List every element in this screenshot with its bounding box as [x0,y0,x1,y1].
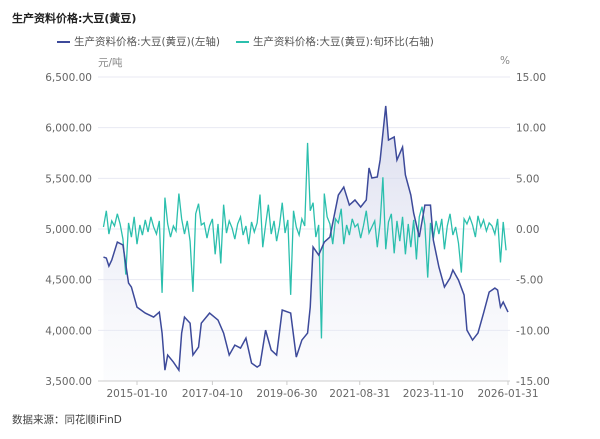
right-tick-label: 10.00 [516,123,546,135]
x-tick-label: 2019-06-30 [256,388,317,400]
legend-swatch-price [57,40,70,43]
legend-item-price[interactable]: 生产资料价格:大豆(黄豆)(左轴) [57,34,220,49]
legend: 生产资料价格:大豆(黄豆)(左轴) 生产资料价格:大豆(黄豆):旬环比(右轴) [57,34,434,49]
left-axis-unit: 元/吨 [98,57,123,69]
right-tick-label: -15.00 [516,376,550,388]
left-tick-label: 6,500.00 [45,72,92,84]
legend-label-price: 生产资料价格:大豆(黄豆)(左轴) [74,36,220,48]
left-tick-label: 4,500.00 [45,275,92,287]
right-tick-label: 5.00 [516,173,539,185]
left-tick-label: 5,000.00 [45,224,92,236]
right-tick-label: 0.00 [516,224,539,236]
x-tick-label: 2021-08-31 [329,388,390,400]
chart-title: 生产资料价格:大豆(黄豆) [12,12,137,25]
x-tick-label: 2023-11-10 [403,388,464,400]
right-tick-label: -10.00 [516,325,550,337]
left-tick-label: 3,500.00 [45,376,92,388]
legend-label-change: 生产资料价格:大豆(黄豆):旬环比(右轴) [252,36,434,48]
left-tick-label: 4,000.00 [45,325,92,337]
x-tick-label: 2017-04-10 [182,388,243,400]
right-axis-unit: % [500,55,510,67]
legend-swatch-change [235,40,249,43]
data-source: 数据来源：同花顺iFinD [12,414,122,426]
legend-item-change[interactable]: 生产资料价格:大豆(黄豆):旬环比(右轴) [235,34,434,49]
right-tick-label: -5.00 [516,275,543,287]
price-line [103,105,509,373]
x-tick-label: 2026-01-31 [477,388,538,400]
left-tick-label: 5,500.00 [45,173,92,185]
left-tick-label: 6,000.00 [45,123,92,135]
x-tick-label: 2015-01-10 [106,388,167,400]
right-tick-label: 15.00 [516,72,546,84]
price-area [103,105,508,382]
